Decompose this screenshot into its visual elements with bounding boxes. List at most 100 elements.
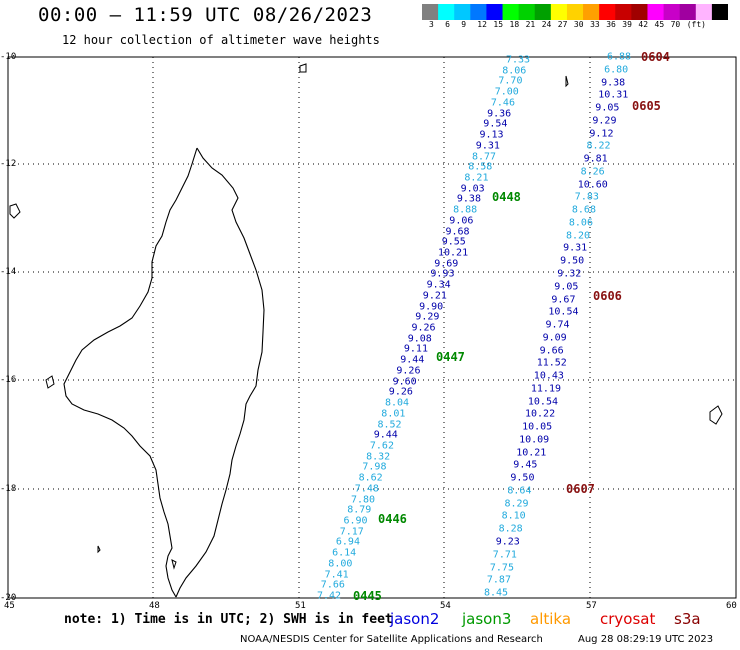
wave-height-value: 7.80 bbox=[351, 494, 376, 505]
color-scale-label: 24 bbox=[541, 20, 552, 29]
wave-height-value: 9.90 bbox=[419, 301, 444, 313]
wave-height-value: 9.38 bbox=[456, 193, 481, 205]
color-swatch bbox=[454, 4, 471, 20]
color-swatch bbox=[550, 4, 568, 20]
wave-height-value: 9.31 bbox=[475, 140, 500, 152]
small-island-ne bbox=[299, 63, 307, 73]
small-islet-s bbox=[171, 559, 177, 570]
wave-height-value: 9.29 bbox=[415, 311, 440, 323]
wave-height-value: 9.50 bbox=[560, 255, 585, 267]
wave-height-value: 9.12 bbox=[589, 128, 614, 140]
color-scale-label: (ft) bbox=[686, 20, 706, 29]
wave-height-value: 9.68 bbox=[445, 226, 470, 237]
color-scale-label: 33 bbox=[590, 20, 600, 29]
color-scale-label: 3 bbox=[429, 20, 434, 29]
wave-height-value: 11.19 bbox=[530, 383, 561, 395]
wave-height-value: 10.54 bbox=[548, 306, 579, 318]
wave-height-value: 9.26 bbox=[388, 386, 413, 398]
wave-height-value: 6.94 bbox=[335, 536, 360, 548]
color-swatch bbox=[502, 4, 520, 20]
wave-height-value: 9.03 bbox=[460, 183, 485, 195]
longitude-label: 48 bbox=[149, 601, 160, 611]
color-swatch bbox=[695, 4, 713, 20]
generation-timestamp: Aug 28 08:29:19 UTC 2023 bbox=[578, 634, 714, 645]
wave-height-value: 9.45 bbox=[513, 459, 538, 471]
wave-height-value: 9.06 bbox=[449, 215, 474, 227]
wave-height-value: 9.34 bbox=[426, 279, 451, 291]
map-subtitle: 12 hour collection of altimeter wave hei… bbox=[62, 33, 380, 47]
small-islet-e bbox=[565, 75, 569, 88]
wave-height-value: 9.74 bbox=[545, 319, 570, 331]
wave-height-value: 7.71 bbox=[492, 549, 517, 561]
wave-height-value: 9.54 bbox=[483, 118, 508, 130]
color-scale-label: 18 bbox=[509, 20, 520, 29]
color-scale-label: 21 bbox=[525, 20, 536, 29]
wave-height-value: 9.67 bbox=[551, 294, 576, 305]
wave-height-value: 9.08 bbox=[407, 333, 432, 345]
satellite-s3a: s3a bbox=[674, 610, 701, 628]
wave-height-value: 8.79 bbox=[347, 504, 372, 516]
color-swatch bbox=[599, 4, 616, 20]
color-swatch bbox=[711, 4, 728, 20]
wave-height-value: 9.23 bbox=[495, 536, 520, 548]
wave-height-value: 8.22 bbox=[586, 140, 611, 152]
wave-height-value: 9.09 bbox=[542, 332, 567, 344]
wave-height-value: 8.21 bbox=[464, 172, 489, 184]
satellite-altika: altika bbox=[530, 610, 572, 628]
map-title: 00:00 – 11:59 UTC 08/26/2023 bbox=[38, 4, 373, 26]
wave-height-value: 9.55 bbox=[441, 236, 466, 248]
wave-height-value: 9.38 bbox=[601, 77, 626, 88]
longitude-label: 51 bbox=[295, 601, 306, 611]
color-scale-label: 39 bbox=[622, 20, 632, 29]
color-swatch bbox=[486, 4, 504, 20]
wave-height-value: 9.36 bbox=[487, 108, 512, 120]
wave-height-value: 8.58 bbox=[468, 161, 493, 173]
map-frame bbox=[7, 56, 737, 599]
color-swatch bbox=[518, 4, 536, 20]
wave-height-value: 7.33 bbox=[506, 54, 531, 66]
wave-height-value: 9.66 bbox=[539, 345, 564, 356]
wave-height-value: 9.11 bbox=[403, 343, 428, 355]
color-scale-label: 6 bbox=[445, 20, 450, 29]
footer-note: note: 1) Time is in UTC; 2) SWH is in fe… bbox=[64, 612, 393, 627]
wave-height-value: 8.68 bbox=[571, 204, 596, 216]
wave-height-value: 9.05 bbox=[595, 102, 620, 114]
wave-height-value: 7.42 bbox=[317, 590, 342, 602]
wave-height-value: 8.28 bbox=[498, 523, 523, 535]
wave-height-value: 9.69 bbox=[434, 258, 459, 270]
color-scale-label: 27 bbox=[557, 20, 568, 29]
color-scale-label: 15 bbox=[493, 20, 504, 29]
time-marker: 0446 bbox=[378, 512, 407, 526]
credit-text: NOAA/NESDIS Center for Satellite Applica… bbox=[240, 634, 543, 645]
color-swatch bbox=[663, 4, 681, 20]
wave-height-value: 8.10 bbox=[501, 510, 526, 522]
wave-height-value: 7.70 bbox=[498, 75, 523, 87]
color-swatch bbox=[566, 4, 584, 20]
wave-height-value: 7.62 bbox=[369, 440, 394, 452]
wave-height-value: 10.43 bbox=[533, 370, 564, 382]
wave-height-value: 10.05 bbox=[522, 421, 553, 433]
wave-height-value: 9.29 bbox=[592, 115, 617, 127]
wave-height-value: 8.06 bbox=[568, 217, 593, 229]
time-marker: 0445 bbox=[353, 589, 382, 603]
color-swatch bbox=[615, 4, 632, 20]
satellite-jason3: jason3 bbox=[462, 610, 512, 628]
wave-height-value: 8.88 bbox=[453, 204, 478, 216]
wave-height-value: 11.52 bbox=[536, 357, 567, 369]
color-scale-label: 70 bbox=[670, 20, 681, 29]
wave-height-value: 8.45 bbox=[484, 587, 509, 599]
wave-height-value: 8.52 bbox=[377, 419, 402, 430]
time-marker: 0605 bbox=[632, 99, 661, 113]
time-marker: 0447 bbox=[436, 350, 465, 364]
latitude-label: -18 bbox=[0, 484, 17, 494]
color-scale-label: 45 bbox=[654, 20, 665, 29]
wave-height-value: 9.05 bbox=[554, 281, 579, 293]
wave-height-value: 9.21 bbox=[422, 290, 447, 302]
time-marker: 0606 bbox=[593, 289, 622, 303]
color-scale-labels: 3 6 9 12 15 18 21 24 27 30 33 36 39 42 45 70 (ft) bbox=[418, 20, 730, 34]
wave-height-value: 9.13 bbox=[479, 129, 504, 141]
wave-height-value: 8.26 bbox=[580, 166, 605, 178]
madagascar-coastline bbox=[63, 147, 265, 598]
wave-height-value: 6.80 bbox=[604, 64, 629, 76]
